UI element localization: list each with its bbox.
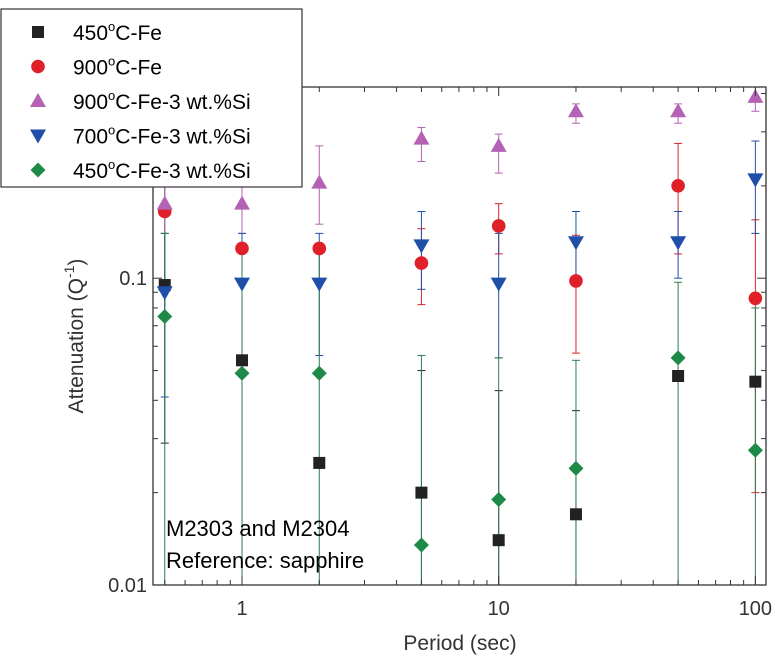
data-point: [569, 508, 582, 521]
legend-label-text: C-Fe: [115, 22, 162, 45]
y-tick-label: 0.01: [108, 575, 147, 597]
data-point: [569, 274, 583, 288]
data-point: [234, 277, 251, 292]
legend-label-number: 900: [73, 57, 108, 80]
data-point: [312, 241, 327, 256]
data-point: [490, 137, 507, 152]
legend-label-text: C-Fe-3 wt.%Si: [115, 91, 250, 114]
data-point: [568, 460, 584, 476]
legend-label-degree: o: [108, 157, 115, 172]
data-point: [567, 103, 584, 118]
annotation-line-1: M2303 and M2304: [166, 516, 349, 541]
data-point: [156, 195, 173, 210]
legend-label: 900oC-Fe: [73, 54, 162, 80]
data-point: [492, 534, 505, 547]
data-point: [156, 286, 173, 301]
error-bar: [494, 232, 503, 359]
legend-label: 450oC-Fe-3 wt.%Si: [73, 157, 251, 183]
legend-label-text: C-Fe-3 wt.%Si: [115, 160, 250, 183]
data-point: [491, 491, 507, 507]
data-point: [236, 354, 249, 367]
legend-label-number: 900: [73, 91, 108, 114]
data-point: [671, 179, 685, 193]
legend-entry: 700oC-Fe-3 wt.%Si: [30, 123, 251, 149]
legend-label-degree: o: [108, 54, 115, 69]
legend-entry: 450oC-Fe-3 wt.%Si: [30, 157, 251, 183]
data-point: [234, 195, 251, 210]
plot-frame: [152, 86, 767, 586]
legend-label-text: C-Fe-3 wt.%Si: [115, 126, 250, 149]
data-point: [670, 350, 686, 366]
data-point: [313, 456, 326, 469]
data-point: [413, 537, 429, 553]
legend-entry: 900oC-Fe-3 wt.%Si: [30, 88, 251, 114]
x-tick-label: 10: [488, 598, 510, 620]
y-axis-title-main: Attenuation (Q: [65, 278, 88, 413]
legend-entry: 900oC-Fe: [31, 54, 162, 80]
legend-entry: 450oC-Fe: [32, 19, 162, 45]
data-point: [413, 130, 430, 145]
y-axis-title-end: ): [65, 259, 88, 266]
legend-box: [0, 8, 303, 188]
annotation-line-2: Reference: sapphire: [166, 548, 364, 573]
legend-label-number: 450: [73, 160, 108, 183]
x-tick-label: 100: [739, 598, 772, 620]
error-bar: [674, 281, 683, 585]
legend-marker: [30, 93, 46, 107]
data-point: [311, 174, 328, 189]
legend-label: 450oC-Fe: [73, 19, 162, 45]
data-point: [415, 486, 428, 499]
legend-label: 700oC-Fe-3 wt.%Si: [73, 123, 251, 149]
x-tick-label: 1: [236, 598, 247, 620]
annotation-block: M2303 and M2304 Reference: sapphire: [166, 516, 364, 573]
error-bar: [494, 357, 503, 585]
legend-marker: [32, 26, 44, 38]
data-points-layer: [156, 88, 764, 553]
legend-label-text: C-Fe: [115, 57, 162, 80]
data-point: [749, 375, 762, 388]
data-point: [235, 241, 249, 256]
y-axis-title-sup: -1: [61, 265, 77, 278]
data-point: [234, 365, 250, 381]
data-point: [670, 103, 687, 118]
data-point: [157, 309, 173, 325]
data-point: [567, 236, 584, 251]
legend-label: 900oC-Fe-3 wt.%Si: [73, 88, 251, 114]
data-point: [413, 239, 430, 254]
data-point: [491, 219, 506, 233]
legend-label-number: 700: [73, 126, 108, 149]
data-point: [490, 277, 507, 292]
legend-label-number: 450: [73, 22, 108, 45]
data-point: [747, 442, 763, 458]
data-point: [670, 236, 687, 251]
y-tick-label: 0.1: [119, 268, 147, 290]
data-point: [414, 256, 429, 270]
data-point: [748, 291, 763, 306]
legend-marker: [30, 129, 46, 144]
data-point: [747, 173, 764, 188]
legend-label-degree: o: [108, 19, 115, 34]
data-point: [672, 370, 685, 383]
legend-label-degree: o: [108, 88, 115, 103]
data-point: [311, 365, 327, 381]
legend-marker: [31, 59, 45, 74]
legend-label-degree: o: [108, 123, 115, 138]
x-axis-title: Period (sec): [403, 632, 516, 655]
data-point: [311, 277, 328, 292]
legend-marker: [30, 162, 46, 178]
y-axis-title: Attenuation (Q-1): [61, 259, 88, 414]
